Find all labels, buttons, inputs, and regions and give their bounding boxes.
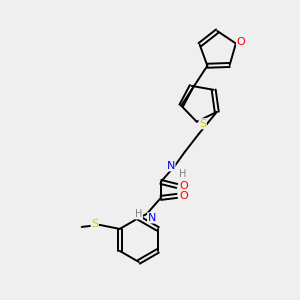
Text: O: O: [236, 37, 245, 46]
Text: N: N: [148, 213, 156, 223]
Text: H: H: [135, 209, 142, 219]
Text: H: H: [179, 169, 187, 179]
Text: O: O: [179, 191, 188, 201]
Text: O: O: [179, 181, 188, 191]
Text: N: N: [167, 161, 175, 171]
Text: S: S: [91, 219, 98, 229]
Text: S: S: [199, 119, 206, 129]
